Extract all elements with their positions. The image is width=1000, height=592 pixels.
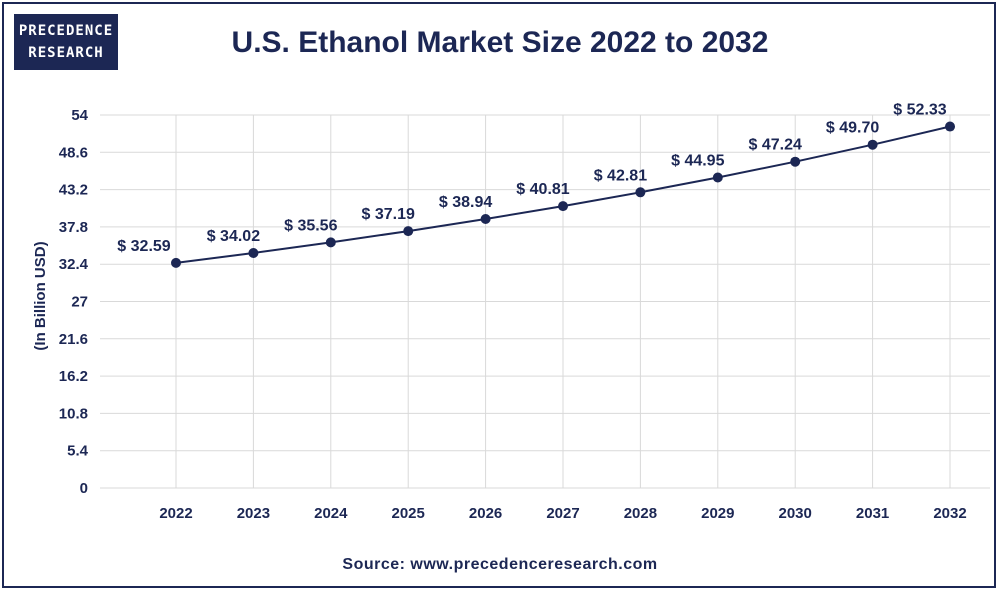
data-point [480, 214, 491, 225]
x-axis-ticks: 2022 2023 2024 2025 2026 2027 2028 2029 2030 2031… [159, 505, 966, 522]
data-label: $ 38.94 [439, 194, 492, 211]
y-tick-label: 27 [71, 294, 88, 311]
grid-lines [100, 114, 990, 489]
data-point [712, 172, 723, 183]
data-label: $ 44.95 [671, 153, 724, 170]
y-tick-label: 16.2 [59, 368, 88, 385]
data-point [867, 139, 878, 150]
y-axis-ticks: 0 5.4 10.8 16.2 21.6 27 32.4 37.8 43.2 48.6 54 [59, 107, 89, 497]
data-point [403, 226, 414, 237]
data-point [945, 121, 955, 132]
data-label: $ 37.19 [362, 206, 415, 223]
y-tick-label: 54 [71, 107, 88, 124]
brand-logo: PRECEDENCE RESEARCH [14, 14, 118, 70]
y-tick-label: 37.8 [59, 219, 88, 236]
y-tick-label: 21.6 [59, 331, 88, 348]
data-label: $ 35.56 [284, 217, 337, 234]
x-tick-label: 2030 [779, 505, 812, 522]
data-labels: $ 32.59 $ 34.02 $ 35.56 $ 37.19 $ 38.94 $ 40.… [117, 102, 946, 255]
data-point [325, 237, 336, 248]
x-tick-label: 2023 [237, 505, 270, 522]
logo-line-1: PRECEDENCE [18, 23, 114, 39]
data-label: $ 49.70 [826, 120, 879, 137]
data-label: $ 40.81 [516, 181, 569, 198]
data-label: $ 42.81 [594, 167, 647, 184]
x-tick-label: 2025 [392, 505, 425, 522]
y-tick-label: 0 [80, 480, 88, 497]
x-tick-label: 2024 [314, 505, 348, 522]
data-label: $ 32.59 [117, 238, 170, 255]
y-tick-label: 5.4 [67, 443, 89, 460]
y-tick-label: 10.8 [59, 405, 88, 422]
data-point [558, 201, 568, 212]
x-tick-label: 2028 [624, 505, 657, 522]
x-tick-label: 2031 [856, 505, 889, 522]
y-tick-label: 48.6 [59, 144, 88, 161]
x-tick-label: 2027 [546, 505, 579, 522]
y-tick-label: 32.4 [59, 256, 89, 273]
data-label: $ 52.33 [893, 102, 946, 119]
x-tick-label: 2032 [933, 505, 966, 522]
y-tick-label: 43.2 [59, 182, 88, 199]
data-point [790, 156, 801, 167]
data-point [171, 257, 181, 268]
data-points [171, 121, 955, 268]
data-point [248, 248, 259, 259]
x-tick-label: 2029 [701, 505, 734, 522]
chart-title: U.S. Ethanol Market Size 2022 to 2032 [231, 26, 769, 59]
data-label: $ 47.24 [749, 137, 802, 154]
logo-line-2: RESEARCH [28, 45, 104, 61]
data-label: $ 34.02 [207, 228, 260, 245]
y-axis-label: (In Billion USD) [32, 241, 49, 350]
data-point [635, 187, 646, 198]
source-text: Source: www.precedenceresearch.com [342, 556, 658, 573]
x-tick-label: 2022 [159, 505, 192, 522]
x-tick-label: 2026 [469, 505, 502, 522]
